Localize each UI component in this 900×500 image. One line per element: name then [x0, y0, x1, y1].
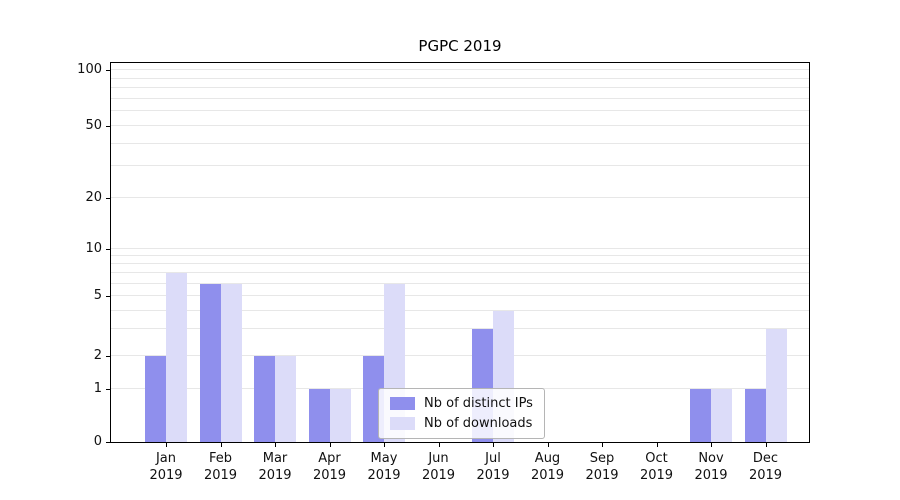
- legend-swatch-distinct-ips: [390, 397, 415, 410]
- x-tick-mark: [711, 443, 712, 447]
- y-tick-mark: [106, 249, 110, 250]
- x-tick-mark: [220, 443, 222, 447]
- bar-distinct-ips-apr: [308, 389, 330, 442]
- x-tick-mark: [329, 443, 331, 447]
- legend-label-downloads: Nb of downloads: [424, 416, 533, 431]
- x-tick-mark: [602, 443, 603, 447]
- x-tick-mark: [656, 443, 658, 447]
- x-tick-mark: [166, 443, 167, 447]
- plot-area: [110, 62, 810, 443]
- gridline-y-10: [111, 248, 809, 249]
- legend-item-downloads: Nb of downloads: [390, 416, 533, 431]
- x-tick-label: Feb 2019: [203, 451, 238, 483]
- bar-downloads-dec: [765, 329, 787, 442]
- x-tick-label: Jun 2019: [421, 451, 456, 483]
- gridline-y-50: [111, 125, 809, 126]
- gridline-y-5: [111, 295, 809, 296]
- y-tick-mark: [106, 296, 110, 297]
- x-tick-mark: [275, 443, 276, 447]
- y-tick-label: 100: [77, 62, 102, 77]
- bar-distinct-ips-jan: [145, 356, 166, 442]
- y-tick-label: 1: [93, 381, 102, 396]
- x-tick-mark: [547, 443, 549, 447]
- x-tick-label: Mar 2019: [258, 451, 292, 483]
- y-tick-mark: [106, 356, 110, 357]
- gridline-y-7: [111, 272, 809, 274]
- gridline-y-6: [111, 282, 809, 284]
- bar-distinct-ips-dec: [744, 389, 766, 442]
- bar-downloads-feb: [220, 283, 242, 442]
- gridline-y-90: [111, 77, 809, 79]
- x-tick-label: Nov 2019: [694, 451, 728, 483]
- x-tick-mark: [384, 443, 385, 447]
- gridline-y-60: [111, 110, 809, 112]
- bar-downloads-apr: [329, 389, 351, 442]
- x-tick-mark: [438, 443, 440, 447]
- y-tick-mark: [106, 198, 110, 199]
- gridline-y-70: [111, 97, 809, 99]
- bar-downloads-jan: [166, 273, 187, 442]
- y-tick-label: 50: [85, 118, 102, 133]
- gridline-y-2: [111, 355, 809, 356]
- y-tick-label: 10: [85, 241, 102, 256]
- gridline-y-3: [111, 328, 809, 330]
- bar-downloads-mar: [275, 356, 296, 442]
- x-tick-mark: [493, 443, 494, 447]
- x-tick-label: Aug 2019: [530, 451, 565, 483]
- bar-distinct-ips-feb: [199, 283, 221, 442]
- x-tick-label: Apr 2019: [312, 451, 347, 483]
- y-tick-mark: [106, 70, 110, 71]
- gridline-y-9: [111, 255, 809, 257]
- x-tick-label: Jul 2019: [476, 451, 510, 483]
- y-tick-mark: [106, 442, 110, 443]
- legend-item-distinct-ips: Nb of distinct IPs: [390, 396, 533, 411]
- legend: Nb of distinct IPs Nb of downloads: [378, 388, 545, 439]
- gridline-y-40: [111, 142, 809, 144]
- legend-label-distinct-ips: Nb of distinct IPs: [424, 396, 533, 411]
- x-tick-mark: [765, 443, 767, 447]
- bar-distinct-ips-mar: [254, 356, 275, 442]
- y-tick-label: 20: [85, 190, 102, 205]
- x-tick-label: May 2019: [367, 451, 401, 483]
- y-tick-mark: [106, 126, 110, 127]
- bar-distinct-ips-nov: [690, 389, 711, 442]
- x-tick-label: Oct 2019: [639, 451, 674, 483]
- y-tick-label: 5: [93, 288, 102, 303]
- gridline-y-30: [111, 165, 809, 167]
- chart-title: PGPC 2019: [418, 37, 502, 55]
- y-tick-label: 0: [93, 434, 102, 449]
- legend-swatch-downloads: [390, 417, 415, 430]
- bar-downloads-nov: [711, 389, 732, 442]
- gridline-y-8: [111, 263, 809, 265]
- gridline-y-100: [111, 69, 809, 70]
- y-tick-mark: [106, 389, 110, 390]
- y-tick-label: 2: [93, 348, 102, 363]
- x-tick-label: Jan 2019: [149, 451, 183, 483]
- gridline-y-20: [111, 197, 809, 198]
- gridline-y-4: [111, 309, 809, 311]
- gridline-y-80: [111, 87, 809, 89]
- x-tick-label: Dec 2019: [748, 451, 783, 483]
- x-tick-label: Sep 2019: [585, 451, 619, 483]
